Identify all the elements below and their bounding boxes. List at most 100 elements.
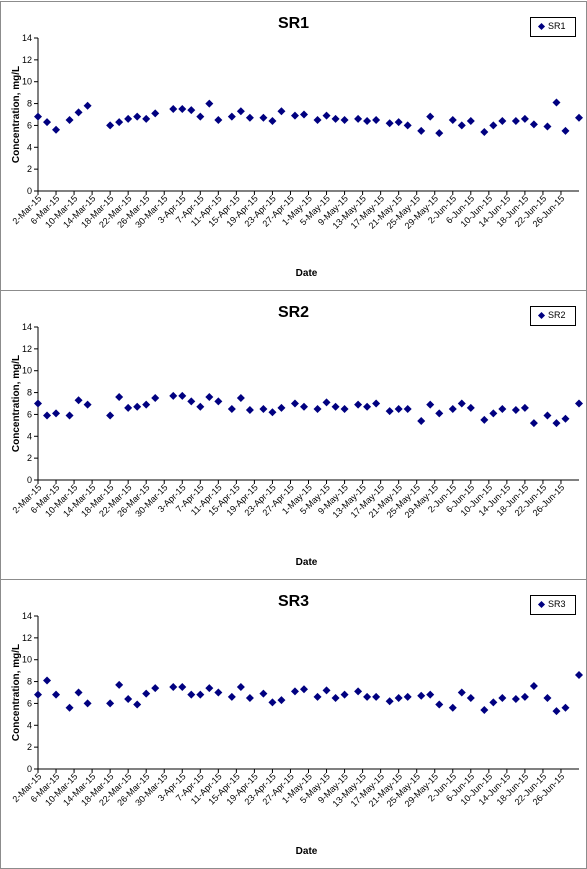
data-point — [354, 687, 363, 696]
data-point — [426, 400, 435, 409]
y-axis-title: Concentration, mg/L — [11, 644, 22, 741]
y-tick-label: 0 — [27, 186, 32, 196]
data-point — [52, 409, 61, 418]
data-point — [466, 693, 475, 702]
data-point — [65, 411, 74, 420]
data-point — [259, 404, 268, 413]
data-point — [313, 692, 322, 701]
data-point — [187, 397, 196, 406]
data-point — [106, 121, 115, 130]
data-point — [385, 697, 394, 706]
data-point — [236, 107, 245, 116]
data-point — [151, 109, 160, 118]
data-point — [417, 691, 426, 700]
legend-label: SR1 — [548, 21, 566, 31]
data-point — [245, 113, 254, 122]
data-point — [245, 406, 254, 415]
x-axis-title: Date — [296, 268, 318, 279]
y-tick-label: 6 — [27, 698, 32, 708]
data-point — [268, 117, 277, 126]
data-point — [106, 699, 115, 708]
chart-title: SR1 — [277, 15, 310, 32]
data-point — [205, 99, 214, 108]
data-point — [417, 126, 426, 135]
data-point — [65, 115, 74, 124]
data-point — [354, 400, 363, 409]
data-point — [448, 703, 457, 712]
data-point — [227, 112, 236, 121]
data-point — [124, 403, 133, 412]
data-point — [457, 688, 466, 697]
data-point — [426, 690, 435, 699]
y-tick-label: 10 — [22, 366, 32, 376]
data-point — [142, 689, 151, 698]
chart-title: SR2 — [277, 304, 310, 321]
data-point — [543, 122, 552, 131]
data-point — [83, 400, 92, 409]
data-point — [34, 399, 42, 408]
data-point — [299, 402, 308, 411]
data-point — [290, 111, 299, 120]
data-point — [448, 404, 457, 413]
data-point — [435, 129, 444, 138]
data-point — [520, 114, 529, 123]
data-point — [520, 403, 529, 412]
data-point — [196, 112, 205, 121]
data-point — [124, 114, 133, 123]
data-point — [178, 683, 187, 692]
data-point — [417, 416, 426, 425]
x-axis-title: Date — [296, 846, 318, 857]
y-tick-label: 10 — [22, 655, 32, 665]
data-point — [214, 397, 223, 406]
data-point — [205, 684, 214, 693]
data-point — [511, 406, 520, 415]
data-point — [331, 402, 340, 411]
data-point — [498, 693, 507, 702]
data-point — [529, 681, 538, 690]
data-point — [489, 698, 498, 707]
data-point — [74, 108, 83, 117]
data-point — [575, 113, 583, 122]
data-point — [169, 105, 178, 114]
data-point — [466, 117, 475, 126]
data-point — [561, 703, 570, 712]
data-point — [268, 408, 277, 417]
data-point — [394, 693, 403, 702]
data-point — [363, 402, 372, 411]
data-point — [480, 705, 489, 714]
data-point — [340, 404, 349, 413]
data-point — [299, 110, 308, 119]
chart-title: SR3 — [277, 593, 310, 610]
data-point — [43, 411, 52, 420]
data-point — [331, 114, 340, 123]
data-point — [372, 692, 381, 701]
data-point — [43, 676, 52, 685]
data-point — [385, 119, 394, 128]
data-point — [259, 113, 268, 122]
data-point — [340, 115, 349, 124]
data-point — [403, 692, 412, 701]
data-point — [561, 414, 570, 423]
data-point — [561, 126, 570, 135]
y-tick-label: 12 — [22, 633, 32, 643]
data-point — [529, 120, 538, 129]
data-point — [83, 699, 92, 708]
data-point — [372, 115, 381, 124]
data-point — [74, 396, 83, 405]
data-point — [363, 117, 372, 126]
legend: SR3 — [530, 595, 576, 615]
data-point — [52, 690, 61, 699]
y-tick-label: 2 — [27, 164, 32, 174]
data-point — [178, 105, 187, 114]
data-point — [331, 693, 340, 702]
data-point — [133, 112, 142, 121]
data-point — [115, 392, 124, 401]
chart-plot-sr2: 024681012142-Mar-156-Mar-1510-Mar-1514-M… — [11, 322, 583, 568]
data-point — [394, 404, 403, 413]
y-axis-title: Concentration, mg/L — [11, 66, 22, 163]
data-point — [196, 690, 205, 699]
data-point — [227, 692, 236, 701]
legend-label: SR2 — [548, 310, 566, 320]
data-point — [435, 409, 444, 418]
data-point — [552, 98, 561, 107]
